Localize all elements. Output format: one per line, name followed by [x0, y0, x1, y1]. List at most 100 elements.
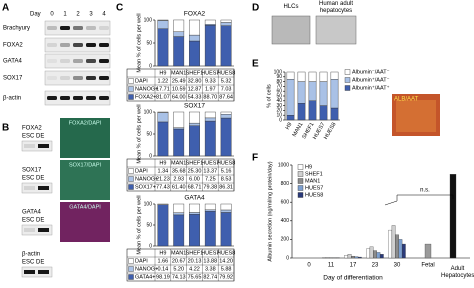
- micrograph-overlay: [60, 118, 110, 158]
- bar-segment: [220, 209, 232, 213]
- table-value: 35.68: [172, 168, 186, 174]
- table-value: 14.20: [219, 258, 233, 264]
- bar-segment: [330, 71, 339, 80]
- bar-segment: [319, 71, 328, 82]
- bar-segment: [189, 212, 200, 215]
- bar-segment: [173, 19, 185, 32]
- bar: [401, 243, 406, 259]
- table-value: 20.13: [188, 258, 202, 264]
- legend-swatch: [128, 86, 134, 92]
- bar-segment: [297, 81, 306, 104]
- y-tick-label: 400: [281, 218, 290, 224]
- alb-aat-texture: [396, 100, 436, 132]
- table-value: 13.37: [203, 168, 217, 174]
- table-value: 79.38: [203, 184, 217, 190]
- legend-label: GATA4+: [135, 274, 155, 280]
- blot-band: [99, 96, 109, 100]
- lane-label: 0: [50, 12, 54, 18]
- bar-segment: [204, 120, 216, 157]
- blot-band: [60, 96, 70, 100]
- blot-band: [60, 43, 70, 47]
- lane-label: 3: [89, 12, 93, 18]
- legend-swatch: [128, 274, 134, 280]
- bar: [347, 254, 352, 259]
- blot-band: [73, 59, 83, 63]
- bar: [357, 256, 362, 259]
- blot-band: [73, 96, 83, 100]
- stain-label: SOX17/DAPI: [69, 162, 102, 168]
- table-value: 81.07: [156, 94, 170, 100]
- bar-segment: [204, 117, 216, 122]
- x-tick-label: Fetal: [421, 263, 434, 269]
- table-value: 25.30: [188, 168, 202, 174]
- y-axis-title: Mean % of cells per well: [136, 195, 142, 254]
- legend-swatch: [344, 77, 351, 83]
- bar-segment: [157, 121, 169, 157]
- blot-row-label: SOX17: [3, 76, 23, 82]
- blot-band: [47, 96, 57, 100]
- table-value: 74.13: [172, 274, 186, 280]
- y-tick-label: 600: [281, 200, 290, 206]
- bar-segment: [173, 31, 185, 37]
- blot-row-label: FOXA2: [22, 126, 42, 132]
- image-caption: HLCs: [283, 4, 299, 10]
- table-value: 54.33: [188, 94, 202, 100]
- bar-segment: [319, 105, 328, 121]
- blot-strip: [21, 266, 53, 278]
- y-tick-label: 100: [274, 69, 283, 75]
- table-value: 1.34: [158, 168, 169, 174]
- legend-swatch: [128, 78, 134, 84]
- legend-label: Albumin⁺/AAT⁺: [352, 84, 390, 91]
- bar-segment: [330, 78, 339, 109]
- panel-label: C: [116, 3, 123, 14]
- bar-segment: [173, 36, 185, 67]
- blot-band: [73, 26, 83, 30]
- bar-segment: [173, 212, 185, 216]
- bar-segment: [157, 203, 169, 205]
- bar-segment: [220, 25, 232, 67]
- y-tick-label: 90: [276, 74, 282, 80]
- legend-label: HUES8: [305, 192, 323, 198]
- bar: [395, 234, 399, 259]
- bar-segment: [157, 111, 169, 113]
- x-tick-label: MAN1: [171, 70, 186, 76]
- bar-segment: [189, 125, 200, 157]
- blot-band: [86, 76, 96, 80]
- legend-swatch: [297, 164, 304, 170]
- bar-segment: [286, 71, 295, 80]
- y-tick-label: 100: [144, 109, 153, 115]
- y-axis-title: Mean % of cells per well: [136, 13, 142, 72]
- x-tick-label: SHEF1: [186, 160, 204, 166]
- blot-band: [38, 144, 49, 148]
- bar-segment: [157, 20, 169, 29]
- bar: [449, 174, 457, 259]
- legend-label: MAN1: [305, 178, 320, 184]
- y-tick-label: 100: [144, 201, 153, 207]
- legend-swatch: [297, 185, 304, 191]
- x-tick-label: H9: [159, 70, 166, 76]
- legend-label: Albumin⁻/AAT⁻: [352, 69, 390, 75]
- bar: [373, 250, 377, 259]
- blot-strip: [21, 224, 53, 236]
- blot-band: [99, 76, 109, 80]
- blot-band: [86, 96, 96, 100]
- legend-swatch: [297, 178, 304, 184]
- y-tick-label: 800: [281, 181, 290, 187]
- micrograph-overlay: [60, 202, 110, 242]
- table-value: 61.40: [172, 184, 186, 190]
- legend-swatch: [128, 184, 134, 190]
- x-tick-label: HUES8: [217, 250, 235, 256]
- table-value: 88.70: [203, 94, 217, 100]
- bar-segment: [157, 204, 169, 247]
- table-value: 13.88: [203, 258, 217, 264]
- blot-row-label: β-actin: [22, 252, 40, 258]
- legend-label: NANOG+: [135, 86, 158, 92]
- table-value: 1.22: [158, 78, 169, 84]
- bar-segment: [220, 203, 232, 211]
- legend-label: SOX17+: [135, 184, 156, 190]
- legend-label: DAPI: [135, 78, 148, 84]
- lane-label: ESC DE: [22, 134, 44, 140]
- panel-label: E: [252, 59, 259, 70]
- y-tick-label: 60: [276, 89, 282, 95]
